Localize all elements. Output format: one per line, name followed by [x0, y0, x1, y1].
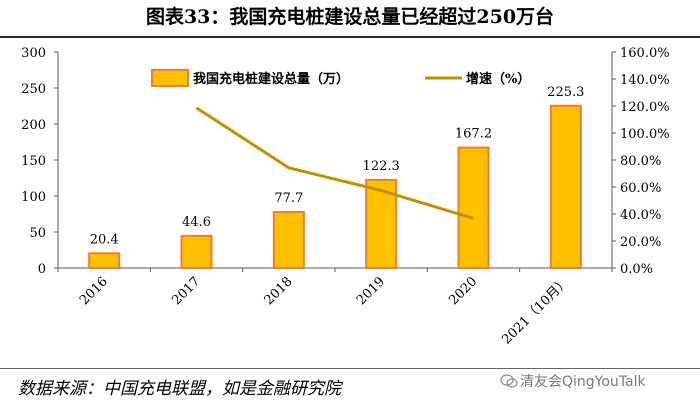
- x-tick-label: 2021（10月）: [499, 274, 572, 347]
- y-left-tick-label: 100: [21, 190, 46, 205]
- bar-data-label: 44.6: [182, 215, 211, 230]
- y-right-tick-label: 20.0%: [620, 235, 661, 250]
- y-right-tick-label: 0.0%: [620, 262, 653, 277]
- title-divider: [0, 36, 700, 38]
- chart-title: 图表33：我国充电桩建设总量已经超过250万台: [145, 6, 555, 28]
- bar: [549, 104, 582, 269]
- bar-data-label: 77.7: [274, 191, 303, 206]
- x-tick-label: 2018: [262, 274, 296, 308]
- bar-data-label: 225.3: [547, 85, 584, 100]
- bar: [272, 211, 305, 269]
- legend: 我国充电桩建设总量（万） 增速（%）: [151, 69, 530, 87]
- bar-series: 20.4 44.6 77.7 122.3 167.2 225.3: [88, 85, 584, 269]
- y-right-tick-label: 40.0%: [620, 208, 661, 223]
- x-tick-label: 2020: [446, 274, 480, 308]
- bar: [457, 146, 490, 269]
- wechat-icon: [500, 374, 518, 388]
- bar-data-label: 122.3: [363, 159, 400, 174]
- y-left-tick-label: 300: [21, 46, 46, 61]
- y-right-tick-label: 60.0%: [620, 181, 661, 196]
- y-left-tick-label: 250: [21, 82, 46, 97]
- x-tick-label: 2017: [169, 274, 203, 308]
- y-left-tick-label: 0: [38, 262, 46, 277]
- y-right-tick-label: 120.0%: [620, 100, 670, 115]
- legend-line-label: 增速（%）: [466, 71, 530, 87]
- bar-data-label: 20.4: [90, 232, 119, 247]
- bar-data-label: 167.2: [455, 127, 492, 142]
- chart: 0 50 100 150 200 250 300 0.0% 20.0% 40.0% 60.0% 80.…: [21, 46, 670, 348]
- legend-bar-swatch: [151, 69, 189, 87]
- watermark-text: 清友会QingYouTalk: [520, 374, 646, 390]
- bar: [88, 252, 121, 269]
- footer-divider: [0, 368, 700, 369]
- y-left-tick-label: 200: [21, 118, 46, 133]
- x-tick-label: 2016: [77, 274, 111, 308]
- y-left-tick-label: 150: [21, 154, 46, 169]
- watermark: 清友会QingYouTalk: [500, 371, 646, 391]
- y-right-tick-label: 80.0%: [620, 154, 661, 169]
- y-right-tick-label: 160.0%: [620, 46, 670, 61]
- y-right-tick-label: 100.0%: [620, 127, 670, 142]
- growth-line: [195, 106, 474, 220]
- y-left-tick-label: 50: [29, 226, 46, 241]
- x-tick-label: 2019: [354, 274, 388, 308]
- legend-bar-label: 我国充电桩建设总量（万）: [193, 71, 349, 87]
- bar: [180, 234, 213, 269]
- y-right-tick-label: 140.0%: [620, 73, 670, 88]
- source-note: 数据来源：中国充电联盟，如是金融研究院: [18, 379, 341, 399]
- line-series: [195, 106, 474, 220]
